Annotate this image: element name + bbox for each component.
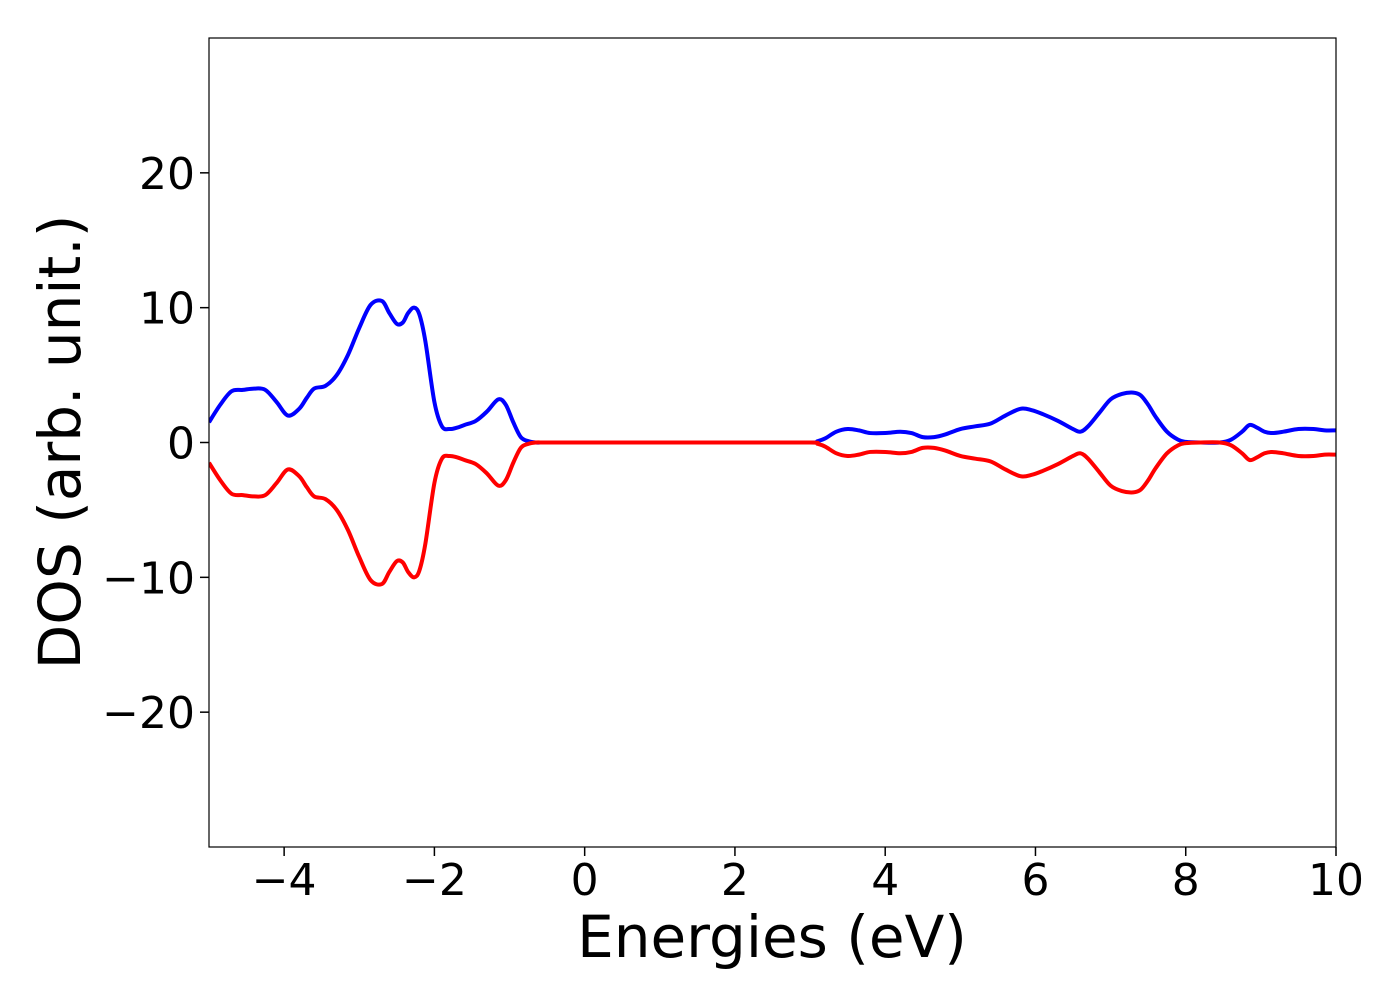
y-tick-label: 0	[167, 419, 195, 470]
x-tick-label: 6	[1021, 855, 1049, 906]
y-tick-label: −20	[102, 688, 195, 739]
x-tick-label: 8	[1172, 855, 1200, 906]
x-tick-label: 10	[1308, 855, 1364, 906]
x-tick-label: −2	[402, 855, 467, 906]
x-tick-label: −4	[252, 855, 317, 906]
x-tick-label: 0	[571, 855, 599, 906]
y-axis-label: DOS (arb. unit.)	[26, 215, 94, 670]
y-tick-label: 10	[139, 284, 195, 335]
x-axis-label: Energies (eV)	[577, 903, 967, 971]
series-layer	[209, 298, 1336, 587]
x-tick-label: 2	[721, 855, 749, 906]
y-tick-label: 20	[139, 149, 195, 200]
series-line-red	[209, 440, 1336, 587]
x-tick-label: 4	[871, 855, 899, 906]
y-tick-label: −10	[102, 553, 195, 604]
series-line-blue	[209, 298, 1336, 445]
x-axis: −4 −2 0 2 4 6 8 10	[252, 847, 1364, 906]
y-axis: −20 −10 0 10 20	[102, 149, 209, 739]
